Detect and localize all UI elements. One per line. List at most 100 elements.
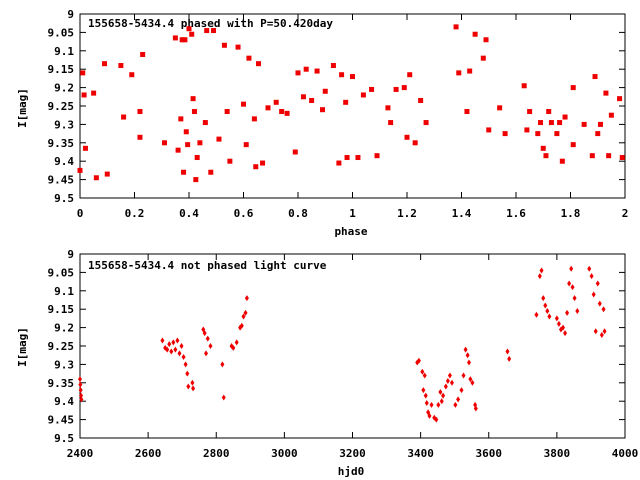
phased-data-point (179, 37, 185, 43)
unphased-y-tick-label: 9.45 (48, 414, 75, 427)
phased-light-curve-panel: 155658-5434.4 phased with P=50.420day ph… (16, 8, 628, 238)
phased-data-point (253, 164, 259, 170)
phased-data-point (330, 63, 336, 69)
phased-data-point (557, 120, 563, 126)
phased-x-tick-label: 1 (349, 207, 356, 220)
unphased-x-tick-label: 3800 (544, 447, 571, 460)
unphased-y-tick-label: 9.1 (54, 285, 74, 298)
phased-chart-title: 155658-5434.4 phased with P=50.420day (88, 17, 333, 30)
phased-data-point (453, 24, 459, 30)
unphased-data-point (427, 412, 432, 419)
phased-data-point (467, 68, 473, 74)
unphased-data-point (599, 331, 604, 338)
unphased-data-point (181, 354, 186, 361)
phased-data-point (211, 28, 217, 34)
unphased-data-point (424, 400, 429, 407)
phased-data-point (194, 155, 200, 161)
phased-data-point (401, 85, 407, 91)
phased-data-point (486, 127, 492, 133)
phased-data-point (292, 149, 298, 155)
phased-data-point (204, 28, 210, 34)
unphased-data-point (543, 302, 548, 309)
phased-data-point (592, 74, 598, 80)
unphased-data-point (420, 368, 425, 375)
unphased-data-point (439, 398, 444, 405)
phased-data-point (521, 83, 527, 89)
unphased-data-point (541, 295, 546, 302)
phased-data-point (260, 160, 266, 166)
unphased-y-tick-label: 9.3 (54, 358, 74, 371)
phased-data-point (320, 107, 326, 113)
unphased-data-point (243, 309, 248, 316)
unphased-data-point (423, 392, 428, 399)
unphased-data-point (453, 401, 458, 408)
phased-data-point (161, 140, 167, 146)
unphased-x-tick-label: 4000 (612, 447, 639, 460)
phased-data-point (197, 140, 203, 146)
unphased-data-point (570, 284, 575, 291)
unphased-data-point (160, 337, 165, 344)
unphased-data-point (465, 352, 470, 359)
phased-y-tick-label: 9.4 (54, 155, 74, 168)
phased-data-point (309, 97, 315, 103)
phased-x-tick-label: 1.6 (506, 207, 526, 220)
unphased-data-point (575, 308, 580, 315)
unphased-data-point (466, 359, 471, 366)
unphased-data-point (422, 372, 427, 379)
phased-y-tick-label: 9.2 (54, 82, 74, 95)
unphased-data-point (234, 339, 239, 346)
phased-data-point (186, 26, 192, 32)
phased-data-point (189, 31, 195, 37)
unphased-y-tick-label: 9.2 (54, 322, 74, 335)
phased-data-point (322, 88, 328, 94)
unphased-data-point (547, 313, 552, 320)
phased-data-point (336, 160, 342, 166)
phased-data-point (480, 55, 486, 61)
phased-data-point (191, 109, 197, 115)
phased-data-point (589, 153, 595, 159)
phased-data-point (137, 109, 143, 115)
unphased-y-tick-label: 9.05 (48, 266, 75, 279)
phased-y-axis-label: I[mag] (16, 88, 29, 128)
unphased-data-point (177, 350, 182, 357)
phased-data-point (355, 155, 361, 161)
phased-plot-frame (79, 13, 626, 199)
unphased-data-point (554, 315, 559, 322)
unphased-data-point (165, 346, 170, 353)
phased-data-point (606, 153, 612, 159)
phased-data-point (350, 74, 355, 80)
phased-y-tick-label: 9.05 (48, 26, 75, 39)
unphased-data-point (167, 341, 172, 348)
phased-data-point (77, 167, 83, 173)
unphased-data-point (449, 379, 454, 386)
phased-data-point (314, 68, 320, 74)
unphased-data-point (169, 348, 174, 355)
phased-data-point (483, 37, 489, 43)
unphased-data-point (78, 376, 82, 383)
phased-data-point (104, 171, 110, 177)
phased-data-point (339, 72, 345, 78)
phased-data-point (224, 109, 230, 115)
unphased-data-point (545, 308, 550, 315)
unphased-data-point (241, 313, 246, 320)
unphased-data-point (459, 387, 464, 394)
unphased-data-point (602, 328, 607, 335)
unphased-data-point (202, 330, 207, 337)
phased-data-point (251, 116, 257, 122)
phased-data-point (554, 131, 560, 137)
phased-data-point (216, 136, 222, 142)
phased-data-point (608, 112, 614, 118)
phased-data-point (502, 131, 508, 137)
phased-data-point (548, 120, 554, 126)
unphased-data-point (79, 392, 84, 399)
unphased-data-point (534, 311, 539, 318)
unphased-data-point (434, 416, 439, 423)
unphased-data-point (173, 346, 178, 353)
phased-data-point (418, 97, 424, 103)
unphased-data-point (183, 361, 188, 368)
unphased-data-point (539, 267, 544, 274)
phased-data-point (538, 120, 544, 126)
unphased-plot-frame (79, 253, 626, 439)
unphased-data-point (190, 379, 195, 386)
phased-data-point (284, 110, 290, 116)
